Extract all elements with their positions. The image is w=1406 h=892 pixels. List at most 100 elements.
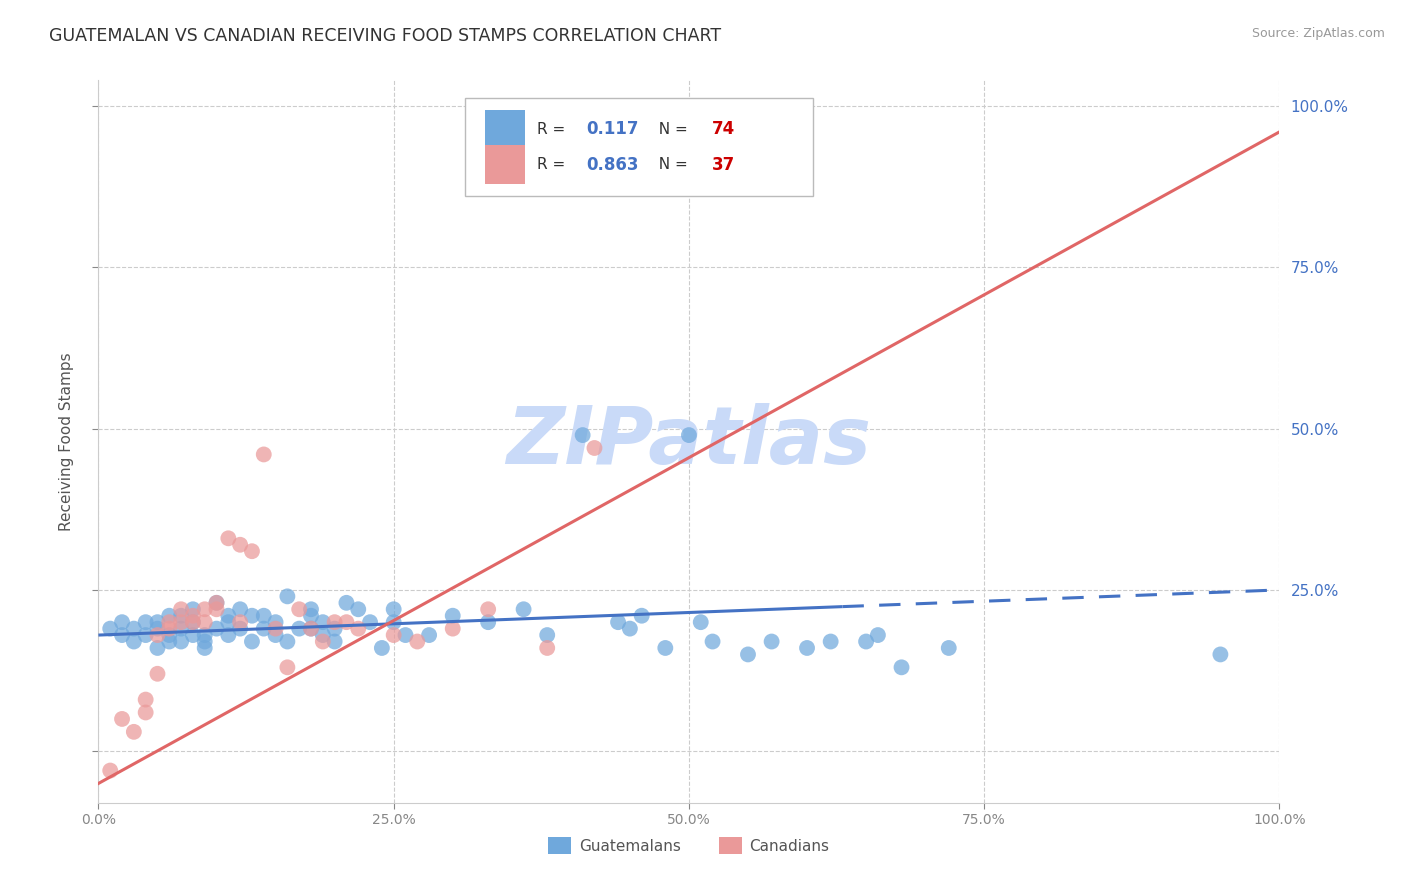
Point bbox=[146, 615, 169, 630]
Point bbox=[217, 615, 239, 630]
Text: R =: R = bbox=[537, 122, 575, 136]
Point bbox=[619, 622, 641, 636]
Point bbox=[382, 615, 405, 630]
Point bbox=[312, 634, 335, 648]
Point bbox=[536, 640, 558, 655]
Point bbox=[276, 590, 298, 604]
Legend: Guatemalans, Canadians: Guatemalans, Canadians bbox=[543, 831, 835, 860]
Point bbox=[111, 615, 134, 630]
Point bbox=[855, 634, 877, 648]
Point bbox=[135, 615, 157, 630]
Point bbox=[217, 608, 239, 623]
Point bbox=[737, 99, 759, 113]
Point bbox=[938, 640, 960, 655]
Point bbox=[146, 628, 169, 642]
Point bbox=[181, 615, 204, 630]
Point bbox=[205, 596, 228, 610]
Point bbox=[135, 706, 157, 720]
Point bbox=[264, 628, 287, 642]
Point bbox=[312, 628, 335, 642]
Point bbox=[323, 615, 346, 630]
Text: 0.117: 0.117 bbox=[586, 120, 638, 138]
Point bbox=[205, 596, 228, 610]
Point bbox=[240, 544, 263, 558]
Point bbox=[240, 634, 263, 648]
Point bbox=[441, 622, 464, 636]
Point bbox=[170, 608, 193, 623]
Point bbox=[654, 640, 676, 655]
Point bbox=[157, 608, 180, 623]
Point bbox=[299, 602, 322, 616]
Point bbox=[406, 634, 429, 648]
Point bbox=[157, 622, 180, 636]
Point bbox=[890, 660, 912, 674]
Text: ZIPatlas: ZIPatlas bbox=[506, 402, 872, 481]
Point bbox=[194, 640, 217, 655]
FancyBboxPatch shape bbox=[485, 110, 524, 149]
Text: GUATEMALAN VS CANADIAN RECEIVING FOOD STAMPS CORRELATION CHART: GUATEMALAN VS CANADIAN RECEIVING FOOD ST… bbox=[49, 27, 721, 45]
Point bbox=[347, 602, 370, 616]
Point bbox=[335, 596, 357, 610]
Point bbox=[194, 634, 217, 648]
Point bbox=[146, 666, 169, 681]
Point bbox=[157, 634, 180, 648]
Point bbox=[205, 602, 228, 616]
Point bbox=[630, 608, 652, 623]
Point bbox=[477, 602, 499, 616]
Point bbox=[181, 608, 204, 623]
Point bbox=[276, 660, 298, 674]
Text: N =: N = bbox=[648, 122, 692, 136]
Point bbox=[229, 622, 252, 636]
Point bbox=[194, 628, 217, 642]
Point bbox=[477, 615, 499, 630]
Point bbox=[122, 634, 145, 648]
Text: Source: ZipAtlas.com: Source: ZipAtlas.com bbox=[1251, 27, 1385, 40]
Point bbox=[181, 628, 204, 642]
Point bbox=[253, 622, 276, 636]
Point bbox=[323, 634, 346, 648]
Point bbox=[299, 608, 322, 623]
Point bbox=[536, 628, 558, 642]
Point bbox=[98, 622, 121, 636]
Point bbox=[1209, 648, 1232, 662]
Point bbox=[181, 615, 204, 630]
Point bbox=[689, 615, 711, 630]
Point bbox=[820, 634, 842, 648]
Text: 0.863: 0.863 bbox=[586, 156, 638, 174]
Point bbox=[240, 608, 263, 623]
Point bbox=[194, 615, 217, 630]
Text: N =: N = bbox=[648, 157, 692, 172]
Point bbox=[607, 615, 630, 630]
Point bbox=[678, 428, 700, 442]
Point bbox=[371, 640, 394, 655]
Point bbox=[264, 622, 287, 636]
Point bbox=[170, 634, 193, 648]
Point bbox=[866, 628, 889, 642]
Point bbox=[111, 628, 134, 642]
Point bbox=[157, 615, 180, 630]
Point bbox=[146, 640, 169, 655]
Point bbox=[253, 608, 276, 623]
Point bbox=[571, 428, 593, 442]
Point bbox=[276, 634, 298, 648]
Point bbox=[441, 608, 464, 623]
FancyBboxPatch shape bbox=[464, 98, 813, 196]
Point bbox=[98, 764, 121, 778]
Point bbox=[359, 615, 381, 630]
Point bbox=[312, 615, 335, 630]
Point bbox=[135, 628, 157, 642]
Point bbox=[512, 602, 534, 616]
Point bbox=[181, 602, 204, 616]
Point bbox=[323, 622, 346, 636]
Point bbox=[702, 634, 724, 648]
Point bbox=[122, 724, 145, 739]
Point bbox=[194, 602, 217, 616]
Point bbox=[170, 602, 193, 616]
Point bbox=[737, 648, 759, 662]
Point bbox=[170, 622, 193, 636]
Point bbox=[229, 602, 252, 616]
Text: R =: R = bbox=[537, 157, 575, 172]
Point bbox=[135, 692, 157, 706]
Point bbox=[382, 628, 405, 642]
Point bbox=[170, 615, 193, 630]
